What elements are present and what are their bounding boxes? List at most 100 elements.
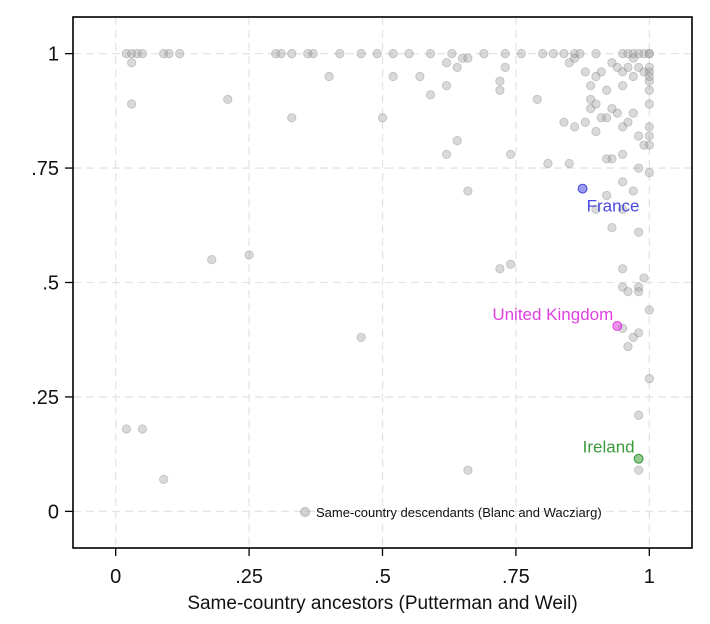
data-point xyxy=(628,71,638,82)
point-ireland xyxy=(633,453,644,464)
data-point xyxy=(623,287,633,297)
y-tick-label: 1 xyxy=(48,44,59,66)
data-point xyxy=(628,332,638,343)
data-point xyxy=(644,62,654,72)
data-point xyxy=(618,49,628,59)
data-point xyxy=(596,113,606,123)
x-tick-label: 0 xyxy=(110,566,121,588)
data-point xyxy=(618,264,628,274)
data-point xyxy=(602,113,612,123)
data-point xyxy=(127,99,137,109)
data-point xyxy=(644,140,654,150)
y-tick-label: 0 xyxy=(48,501,59,523)
legend: Same-country descendants (Blanc and Wacz… xyxy=(300,505,602,520)
data-point xyxy=(244,250,254,260)
data-point xyxy=(586,103,596,114)
data-point xyxy=(644,374,654,384)
data-point xyxy=(463,53,473,63)
x-tick-label: .25 xyxy=(235,566,263,588)
data-point xyxy=(388,49,398,59)
data-point xyxy=(644,67,654,77)
data-point xyxy=(500,49,510,59)
data-point xyxy=(634,62,644,72)
data-point xyxy=(505,259,516,269)
data-point xyxy=(607,103,617,114)
data-point xyxy=(276,49,286,59)
data-point xyxy=(634,163,644,173)
data-point xyxy=(559,117,569,127)
data-point xyxy=(634,131,644,141)
data-point xyxy=(634,282,644,292)
data-point xyxy=(618,67,628,77)
data-point xyxy=(505,149,516,159)
data-point xyxy=(164,49,174,59)
data-point xyxy=(479,49,489,59)
data-point xyxy=(127,49,137,59)
data-point xyxy=(415,71,425,82)
x-tick-label: .5 xyxy=(374,566,391,588)
data-point xyxy=(596,67,606,77)
data-point xyxy=(271,49,281,59)
data-point xyxy=(137,424,147,434)
data-point xyxy=(287,49,297,59)
data-point xyxy=(287,113,297,123)
data-point xyxy=(404,49,414,59)
data-point xyxy=(644,71,654,82)
data-point xyxy=(634,287,644,297)
data-point xyxy=(463,465,473,475)
data-point xyxy=(137,49,147,59)
x-tick-label: 1 xyxy=(644,566,655,588)
data-point xyxy=(591,71,601,82)
data-point xyxy=(132,49,142,59)
data-point xyxy=(623,49,633,59)
data-point xyxy=(618,149,628,159)
data-point xyxy=(634,227,644,237)
highlighted-countries: France United Kingdom Ireland xyxy=(492,183,644,464)
data-point xyxy=(628,49,638,59)
data-point xyxy=(377,113,388,123)
legend-marker xyxy=(300,507,310,517)
data-point xyxy=(623,341,633,352)
data-point xyxy=(532,94,542,104)
data-point xyxy=(543,158,553,169)
data-point xyxy=(127,58,137,68)
data-point xyxy=(602,154,612,164)
data-point xyxy=(495,85,505,95)
data-point xyxy=(308,49,318,59)
data-point xyxy=(639,273,649,283)
data-point xyxy=(591,99,601,109)
label-france: France xyxy=(587,197,640,216)
data-point xyxy=(452,135,462,146)
data-point xyxy=(618,177,628,187)
data-point xyxy=(591,126,601,137)
data-point xyxy=(586,81,596,91)
data-point xyxy=(495,76,505,86)
data-point xyxy=(500,62,510,72)
data-point xyxy=(639,49,649,59)
data-point xyxy=(644,49,654,59)
data-point xyxy=(618,204,628,214)
data-point xyxy=(607,58,617,68)
data-point xyxy=(441,149,452,159)
data-point xyxy=(607,154,617,164)
data-point xyxy=(586,94,596,104)
point-united-kingdom xyxy=(612,321,623,331)
data-point xyxy=(356,332,366,343)
data-point xyxy=(591,49,601,59)
data-point xyxy=(495,264,505,274)
data-point xyxy=(628,186,638,196)
data-point xyxy=(612,108,622,118)
data-point xyxy=(644,76,654,86)
data-point xyxy=(644,131,654,141)
data-point xyxy=(644,85,654,95)
data-point xyxy=(303,49,313,59)
data-point xyxy=(121,424,131,434)
data-point xyxy=(618,282,628,292)
data-point xyxy=(591,204,601,214)
data-point xyxy=(457,53,468,63)
data-point xyxy=(628,108,638,118)
y-tick-label: .5 xyxy=(42,273,59,295)
data-point xyxy=(175,49,185,59)
data-point xyxy=(441,58,452,68)
